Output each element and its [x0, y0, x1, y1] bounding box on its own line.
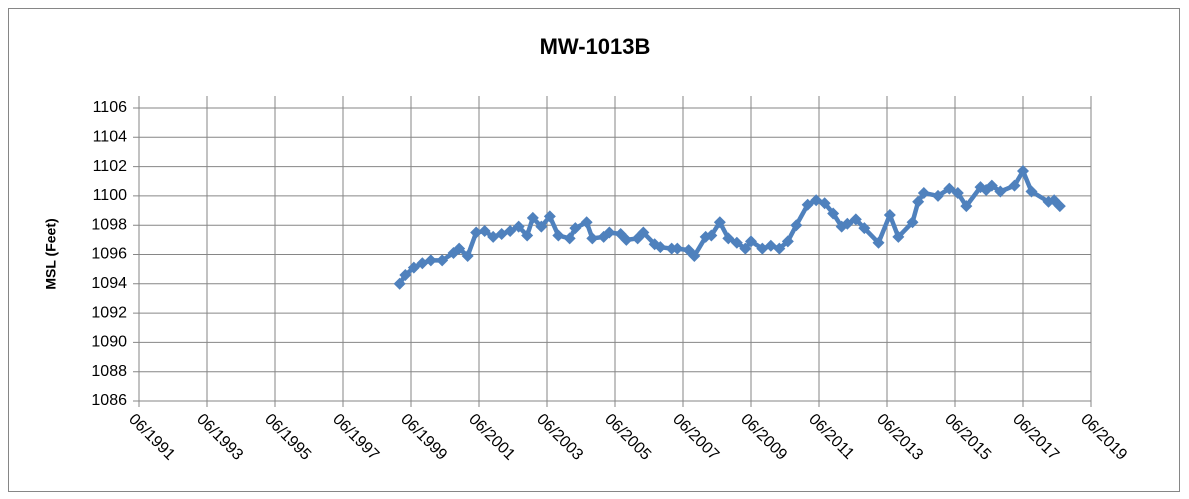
data-point [892, 230, 905, 243]
data-point [1017, 164, 1029, 177]
y-tick-label: 1104 [93, 129, 128, 146]
data-point [713, 216, 726, 229]
data-point [526, 211, 539, 224]
data-point [682, 244, 695, 257]
data-point [818, 197, 831, 210]
data-point [586, 232, 599, 245]
data-point [951, 186, 964, 199]
data-point [827, 207, 840, 220]
data-point [841, 217, 854, 230]
data-point [521, 229, 534, 242]
data-point [453, 242, 466, 255]
data-point [424, 254, 437, 267]
data-point [705, 229, 718, 242]
data-point [745, 235, 757, 248]
data-point [393, 277, 406, 290]
chart-title: MW-1013B [540, 34, 651, 59]
data-point [637, 226, 650, 239]
data-point [688, 249, 701, 262]
data-point [739, 242, 752, 255]
data-point [722, 232, 735, 245]
y-tick-label: 1100 [93, 187, 128, 204]
data-point [781, 235, 794, 248]
y-tick-label: 1086 [91, 392, 127, 409]
data-point [1008, 179, 1021, 192]
y-tick-label: 1094 [91, 275, 127, 292]
data-point [399, 269, 412, 282]
data-point [773, 242, 786, 255]
data-point [906, 216, 919, 229]
data-point [563, 232, 576, 245]
y-axis-label: MSL (Feet) [43, 218, 59, 289]
data-point [569, 222, 582, 235]
data-point [580, 216, 593, 229]
data-point [790, 219, 803, 232]
y-tick-label: 1090 [91, 334, 127, 351]
data-point [603, 226, 616, 239]
data-point [1053, 200, 1066, 213]
data-point [654, 241, 667, 254]
data-point [552, 229, 565, 242]
chart-border [8, 8, 1180, 492]
data-point [436, 254, 449, 267]
data-point [407, 261, 420, 274]
data-point [535, 220, 548, 233]
data-point [504, 225, 517, 238]
data-point [470, 226, 483, 239]
data-point [849, 213, 862, 226]
data-point [912, 195, 925, 208]
data-point [801, 198, 814, 211]
data-point [858, 222, 871, 235]
data-point [994, 185, 1007, 198]
data-point [985, 179, 998, 192]
y-tick-label: 1106 [93, 99, 128, 116]
data-point [543, 210, 556, 223]
y-tick-label: 1092 [91, 304, 127, 321]
data-point [671, 242, 684, 255]
data-point [932, 189, 944, 202]
y-tick-label: 1096 [91, 246, 127, 263]
data-point [943, 182, 956, 195]
data-point [872, 236, 885, 249]
data-point [620, 233, 633, 246]
data-point [883, 208, 896, 221]
y-tick-label: 1098 [91, 216, 127, 233]
data-point [917, 186, 930, 199]
data-point [960, 200, 973, 213]
y-tick-label: 1088 [91, 363, 127, 380]
data-point [512, 220, 525, 233]
data-point [461, 249, 474, 262]
y-tick-label: 1102 [93, 158, 128, 175]
data-point [730, 236, 743, 249]
data-point [478, 225, 491, 238]
data-point [1025, 185, 1038, 198]
